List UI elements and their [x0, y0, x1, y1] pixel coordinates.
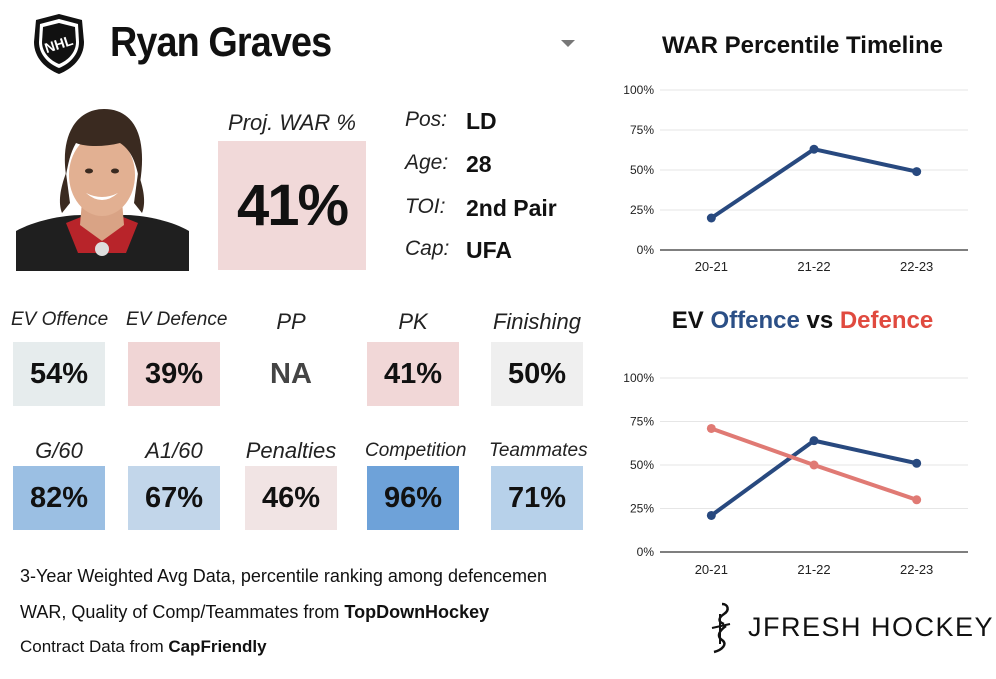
y-tick-label: 100%	[623, 83, 654, 97]
y-tick-label: 75%	[630, 123, 654, 137]
brand-text: JFRESH HOCKEY	[748, 612, 995, 642]
player-headshot	[16, 103, 189, 271]
x-tick-label: 20-21	[695, 259, 728, 274]
y-tick-label: 25%	[630, 203, 654, 217]
jfresh-logo-icon	[711, 602, 731, 654]
capfriendly-link[interactable]: CapFriendly	[168, 637, 267, 656]
ev-defence-tile: 39%	[128, 342, 220, 406]
finishing-tile: 50%	[491, 342, 583, 406]
age-label: Age:	[405, 151, 449, 174]
x-tick-label: 21-22	[797, 259, 830, 274]
pp-label: PP	[276, 309, 306, 334]
chevron-down-icon[interactable]	[561, 40, 575, 47]
y-tick-label: 0%	[637, 243, 655, 257]
data-point	[809, 460, 819, 470]
footnote-contract-source: Contract Data from CapFriendly	[20, 637, 267, 656]
proj-war-label: Proj. WAR %	[228, 110, 356, 135]
teammates-label: Teammates	[489, 440, 588, 461]
x-tick-label: 22-23	[900, 562, 933, 577]
data-point	[706, 510, 716, 520]
series-line-offence	[710, 438, 918, 518]
data-point	[809, 436, 819, 446]
war-timeline-chart: 0% 25% 50% 75% 100% 20-21 21-22 22-23	[623, 83, 968, 274]
data-point	[912, 495, 922, 505]
position-label: Pos:	[405, 108, 448, 131]
position-value: LD	[466, 108, 497, 134]
title-vs: vs	[799, 307, 840, 334]
g60-tile: 82%	[13, 466, 105, 530]
y-tick-label: 50%	[630, 458, 654, 472]
footnote-war-source: WAR, Quality of Comp/Teammates from TopD…	[20, 602, 490, 622]
toi-value: 2nd Pair	[466, 195, 557, 221]
pk-label: PK	[398, 309, 428, 334]
y-tick-label: 100%	[623, 371, 654, 385]
data-point	[912, 167, 922, 177]
penalties-tile: 46%	[245, 466, 337, 530]
title-ev: EV	[671, 307, 711, 334]
title-offence: Offence	[710, 307, 800, 334]
y-tick-label: 25%	[630, 502, 654, 516]
ev-offence-tile: 54%	[13, 342, 105, 406]
player-name: Ryan Graves	[110, 18, 332, 65]
a160-tile: 67%	[128, 466, 220, 530]
ev-offence-label: EV Offence	[11, 309, 109, 330]
chart-title-ev: EV Offence vs Defence	[610, 307, 995, 335]
x-tick-label: 21-22	[797, 562, 830, 577]
g60-label: G/60	[35, 438, 83, 463]
pk-tile: 41%	[367, 342, 459, 406]
proj-war-value: 41%	[218, 141, 366, 270]
data-point	[912, 458, 922, 468]
series-line-0	[710, 147, 918, 220]
competition-tile: 96%	[367, 466, 459, 530]
pp-tile: NA	[245, 342, 337, 406]
y-tick-label: 0%	[637, 545, 655, 559]
finishing-label: Finishing	[492, 309, 582, 334]
topdownhockey-link[interactable]: TopDownHockey	[344, 602, 490, 622]
competition-label: Competition	[365, 440, 467, 461]
cap-label: Cap:	[405, 237, 450, 260]
y-tick-label: 75%	[630, 415, 654, 429]
footnote-data: 3-Year Weighted Avg Data, percentile ran…	[20, 566, 548, 586]
toi-label: TOI:	[405, 195, 446, 218]
nhl-shield-icon: NHL	[34, 14, 84, 74]
y-tick-label: 50%	[630, 163, 654, 177]
teammates-tile: 71%	[491, 466, 583, 530]
data-point	[809, 144, 819, 154]
title-defence: Defence	[839, 307, 934, 334]
cap-value: UFA	[466, 237, 512, 263]
ev-defence-label: EV Defence	[126, 309, 228, 330]
x-tick-label: 22-23	[900, 259, 933, 274]
data-point	[706, 423, 716, 433]
penalties-label: Penalties	[245, 438, 337, 463]
x-tick-label: 20-21	[695, 562, 728, 577]
a160-label: A1/60	[145, 438, 203, 463]
age-value: 28	[466, 151, 492, 177]
ev-offence-defence-chart: 0% 25% 50% 75% 100% 20-21 21-22 22-23	[623, 371, 968, 577]
chart-title-war-timeline: WAR Percentile Timeline	[662, 32, 943, 59]
data-point	[706, 213, 716, 223]
